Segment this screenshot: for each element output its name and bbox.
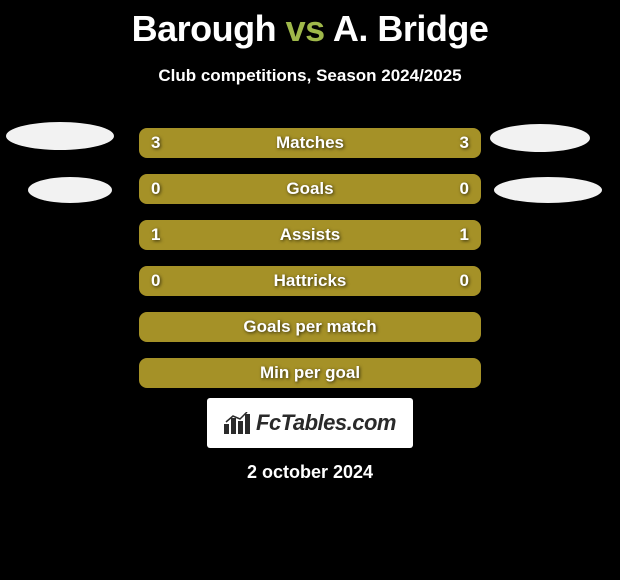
player1-name: Barough <box>132 8 277 49</box>
stat-row: Hattricks0 0 <box>139 266 481 296</box>
stat-value-left: 0 <box>151 271 160 291</box>
stat-label: Min per goal <box>139 363 481 383</box>
stat-label: Goals <box>139 179 481 199</box>
comparison-title: Barough vs A. Bridge <box>0 0 620 50</box>
stat-rows-container: Matches33Goals00Assists11Hattricks00Goal… <box>0 128 620 388</box>
player2-name: A. Bridge <box>333 8 489 49</box>
stat-row: Matches3 3 <box>139 128 481 158</box>
date-label: 2 october 2024 <box>0 462 620 483</box>
logo-text: FcTables.com <box>256 410 396 436</box>
decorative-ellipse <box>28 177 112 203</box>
logo-chart-icon <box>224 412 250 434</box>
stat-label: Matches <box>139 133 481 153</box>
stat-row: Assists1 1 <box>139 220 481 250</box>
stat-label: Assists <box>139 225 481 245</box>
decorative-ellipse <box>490 124 590 152</box>
stat-value-left: 3 <box>151 133 160 153</box>
stat-value-left: 0 <box>151 179 160 199</box>
stat-value-right: 0 <box>460 271 469 291</box>
stat-value-right: 3 <box>460 133 469 153</box>
fctables-logo: FcTables.com <box>207 398 413 448</box>
decorative-ellipse <box>494 177 602 203</box>
stat-value-right: 0 <box>460 179 469 199</box>
season-subtitle: Club competitions, Season 2024/2025 <box>0 66 620 86</box>
decorative-ellipse <box>6 122 114 150</box>
stat-label: Goals per match <box>139 317 481 337</box>
stat-row: Goals per match <box>139 312 481 342</box>
stat-row: Min per goal <box>139 358 481 388</box>
vs-label: vs <box>286 8 325 49</box>
stat-label: Hattricks <box>139 271 481 291</box>
stat-value-right: 1 <box>460 225 469 245</box>
stat-row: Goals0 0 <box>139 174 481 204</box>
stat-value-left: 1 <box>151 225 160 245</box>
